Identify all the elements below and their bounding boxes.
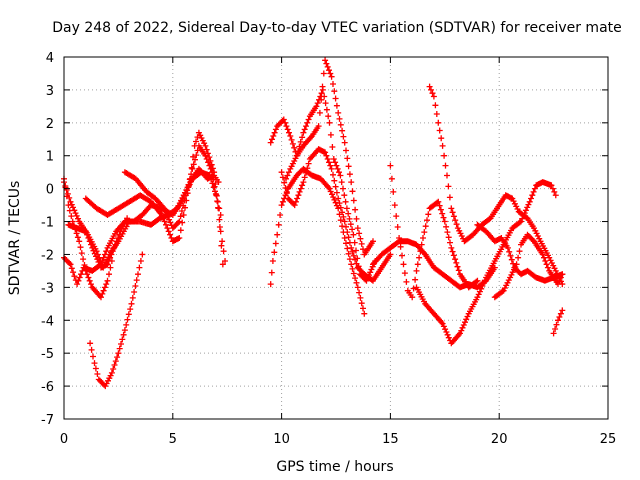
y-tick-labels: -7 -6 -5 -4 -3 -2 -1 0 1 2 3 4 [41,51,54,428]
data-point-markers [278,146,394,284]
y-tick-label: -7 [41,413,54,428]
y-tick-label: 1 [46,150,54,165]
x-tick-label: 10 [273,432,290,447]
grid-lines [64,57,608,419]
series-s11 [278,146,394,284]
series-s9 [267,57,376,258]
axis-ticks [63,56,609,420]
series-s18 [491,231,566,301]
series-s5 [65,215,131,271]
y-tick-label: 4 [46,51,54,66]
y-tick-label: 0 [46,183,54,198]
plot-frame [63,56,609,420]
y-tick-label: -3 [41,281,54,296]
data-point-markers [387,162,481,301]
x-tick-label: 5 [169,432,177,447]
series-s8 [267,165,368,317]
y-tick-label: -1 [41,216,54,231]
series-s15 [413,179,559,347]
data-point-markers [82,129,229,265]
data-points [61,57,566,390]
series-s13 [387,162,481,301]
data-point-markers [65,215,131,271]
series-s7 [82,129,229,265]
series-s4 [87,251,146,390]
chart-title: Day 248 of 2022, Sidereal Day-to-day VTE… [52,20,622,36]
y-axis-label: SDTVAR / TECUs [7,181,23,296]
series-s10 [283,86,379,284]
x-tick-label: 25 [600,432,617,447]
x-tick-label: 20 [491,432,508,447]
y-tick-label: -2 [41,248,54,263]
x-axis-label: GPS time / hours [276,459,393,475]
data-point-markers [413,179,559,347]
y-tick-label: 3 [46,84,54,99]
x-tick-label: 15 [382,432,399,447]
data-point-markers [283,86,379,284]
y-tick-label: -4 [41,314,54,329]
data-point-markers [550,307,566,337]
data-point-markers [267,165,368,317]
data-point-markers [87,251,146,390]
data-point-markers [426,83,566,288]
data-point-markers [370,238,498,291]
series-s17 [550,307,566,337]
series-s14 [426,83,566,288]
x-tick-labels: 0 5 10 15 20 25 [60,432,616,447]
y-tick-label: -6 [41,380,54,395]
y-tick-label: -5 [41,347,54,362]
data-point-markers [491,231,566,301]
series-s12 [370,238,498,291]
x-tick-label: 0 [60,432,68,447]
y-tick-label: 2 [46,117,54,132]
data-point-markers [267,57,376,258]
